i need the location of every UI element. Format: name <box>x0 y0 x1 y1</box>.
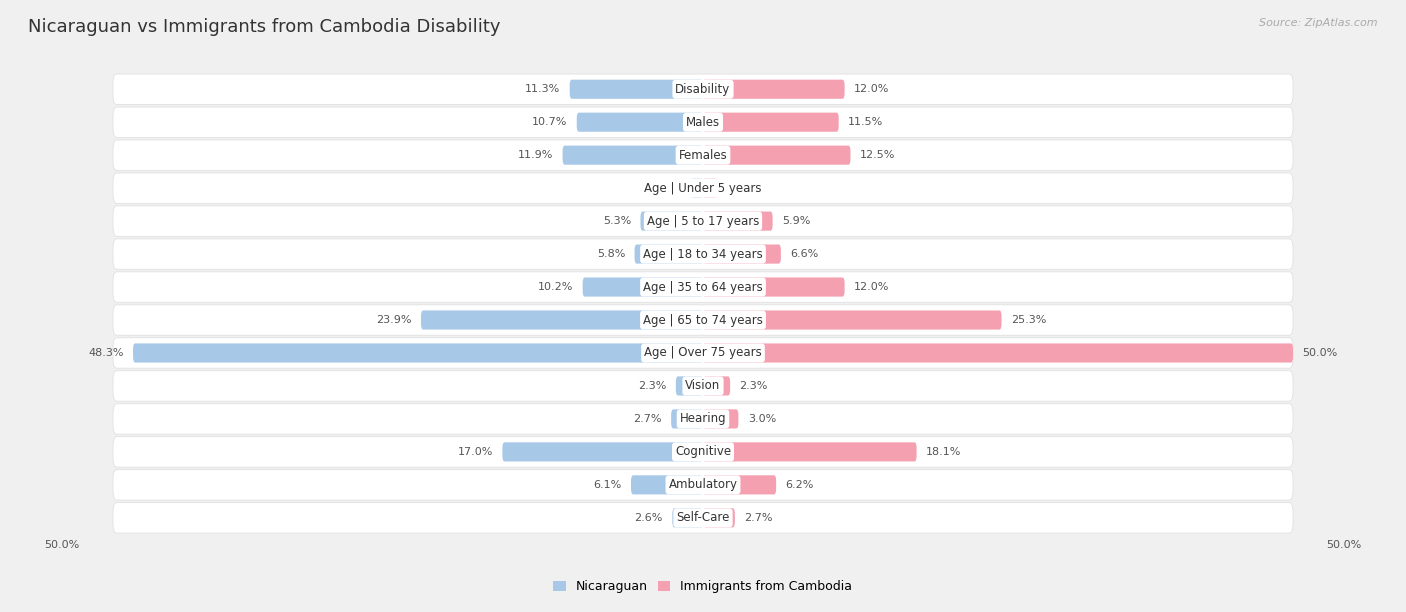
Text: 11.3%: 11.3% <box>524 84 560 94</box>
Text: Age | Under 5 years: Age | Under 5 years <box>644 182 762 195</box>
Text: Self-Care: Self-Care <box>676 512 730 524</box>
FancyBboxPatch shape <box>112 272 1294 302</box>
Text: 17.0%: 17.0% <box>457 447 494 457</box>
Text: 11.5%: 11.5% <box>848 117 883 127</box>
FancyBboxPatch shape <box>112 371 1294 401</box>
Text: Males: Males <box>686 116 720 129</box>
Text: Hearing: Hearing <box>679 412 727 425</box>
Text: Cognitive: Cognitive <box>675 446 731 458</box>
FancyBboxPatch shape <box>703 343 1294 362</box>
Text: 5.3%: 5.3% <box>603 216 631 226</box>
Text: 2.3%: 2.3% <box>740 381 768 391</box>
FancyBboxPatch shape <box>112 305 1294 335</box>
Text: 1.1%: 1.1% <box>652 183 681 193</box>
FancyBboxPatch shape <box>112 74 1294 105</box>
Text: Vision: Vision <box>685 379 721 392</box>
FancyBboxPatch shape <box>676 376 703 395</box>
FancyBboxPatch shape <box>703 113 839 132</box>
FancyBboxPatch shape <box>703 245 780 264</box>
FancyBboxPatch shape <box>634 245 703 264</box>
Text: 5.9%: 5.9% <box>782 216 810 226</box>
Text: Ambulatory: Ambulatory <box>668 479 738 491</box>
FancyBboxPatch shape <box>112 140 1294 170</box>
Text: 2.7%: 2.7% <box>633 414 662 424</box>
FancyBboxPatch shape <box>703 212 773 231</box>
FancyBboxPatch shape <box>703 277 845 297</box>
FancyBboxPatch shape <box>112 338 1294 368</box>
FancyBboxPatch shape <box>631 476 703 494</box>
Text: 6.6%: 6.6% <box>790 249 818 259</box>
FancyBboxPatch shape <box>112 469 1294 500</box>
Text: 12.0%: 12.0% <box>853 84 890 94</box>
FancyBboxPatch shape <box>703 310 1001 330</box>
FancyBboxPatch shape <box>703 376 730 395</box>
Text: 2.6%: 2.6% <box>634 513 662 523</box>
FancyBboxPatch shape <box>703 476 776 494</box>
Text: 12.5%: 12.5% <box>860 150 896 160</box>
Text: 10.2%: 10.2% <box>538 282 574 292</box>
FancyBboxPatch shape <box>562 146 703 165</box>
FancyBboxPatch shape <box>112 404 1294 434</box>
Text: Age | 35 to 64 years: Age | 35 to 64 years <box>643 280 763 294</box>
Text: 50.0%: 50.0% <box>45 540 80 550</box>
FancyBboxPatch shape <box>672 509 703 528</box>
Text: 25.3%: 25.3% <box>1011 315 1046 325</box>
Text: 6.1%: 6.1% <box>593 480 621 490</box>
FancyBboxPatch shape <box>703 179 717 198</box>
Text: 2.7%: 2.7% <box>744 513 773 523</box>
FancyBboxPatch shape <box>703 146 851 165</box>
Text: Source: ZipAtlas.com: Source: ZipAtlas.com <box>1260 18 1378 28</box>
FancyBboxPatch shape <box>703 409 738 428</box>
FancyBboxPatch shape <box>134 343 703 362</box>
FancyBboxPatch shape <box>112 173 1294 203</box>
Text: 50.0%: 50.0% <box>1326 540 1361 550</box>
FancyBboxPatch shape <box>112 206 1294 236</box>
Text: Age | 65 to 74 years: Age | 65 to 74 years <box>643 313 763 327</box>
Text: 23.9%: 23.9% <box>375 315 412 325</box>
FancyBboxPatch shape <box>569 80 703 99</box>
FancyBboxPatch shape <box>671 409 703 428</box>
Text: 6.2%: 6.2% <box>786 480 814 490</box>
FancyBboxPatch shape <box>502 442 703 461</box>
Text: 2.3%: 2.3% <box>638 381 666 391</box>
Text: 50.0%: 50.0% <box>1302 348 1337 358</box>
Legend: Nicaraguan, Immigrants from Cambodia: Nicaraguan, Immigrants from Cambodia <box>548 575 858 599</box>
Text: Disability: Disability <box>675 83 731 95</box>
Text: 18.1%: 18.1% <box>927 447 962 457</box>
FancyBboxPatch shape <box>420 310 703 330</box>
Text: 5.8%: 5.8% <box>596 249 626 259</box>
FancyBboxPatch shape <box>703 442 917 461</box>
Text: 10.7%: 10.7% <box>531 117 567 127</box>
FancyBboxPatch shape <box>112 239 1294 269</box>
Text: Age | Over 75 years: Age | Over 75 years <box>644 346 762 359</box>
FancyBboxPatch shape <box>582 277 703 297</box>
FancyBboxPatch shape <box>576 113 703 132</box>
Text: Age | 5 to 17 years: Age | 5 to 17 years <box>647 215 759 228</box>
FancyBboxPatch shape <box>112 107 1294 137</box>
Text: 48.3%: 48.3% <box>89 348 124 358</box>
Text: 12.0%: 12.0% <box>853 282 890 292</box>
FancyBboxPatch shape <box>112 437 1294 467</box>
Text: 3.0%: 3.0% <box>748 414 776 424</box>
Text: 11.9%: 11.9% <box>517 150 553 160</box>
Text: 1.2%: 1.2% <box>727 183 755 193</box>
FancyBboxPatch shape <box>703 509 735 528</box>
FancyBboxPatch shape <box>703 80 845 99</box>
Text: Nicaraguan vs Immigrants from Cambodia Disability: Nicaraguan vs Immigrants from Cambodia D… <box>28 18 501 36</box>
Text: Age | 18 to 34 years: Age | 18 to 34 years <box>643 248 763 261</box>
FancyBboxPatch shape <box>641 212 703 231</box>
Text: Females: Females <box>679 149 727 162</box>
FancyBboxPatch shape <box>112 502 1294 533</box>
FancyBboxPatch shape <box>690 179 703 198</box>
